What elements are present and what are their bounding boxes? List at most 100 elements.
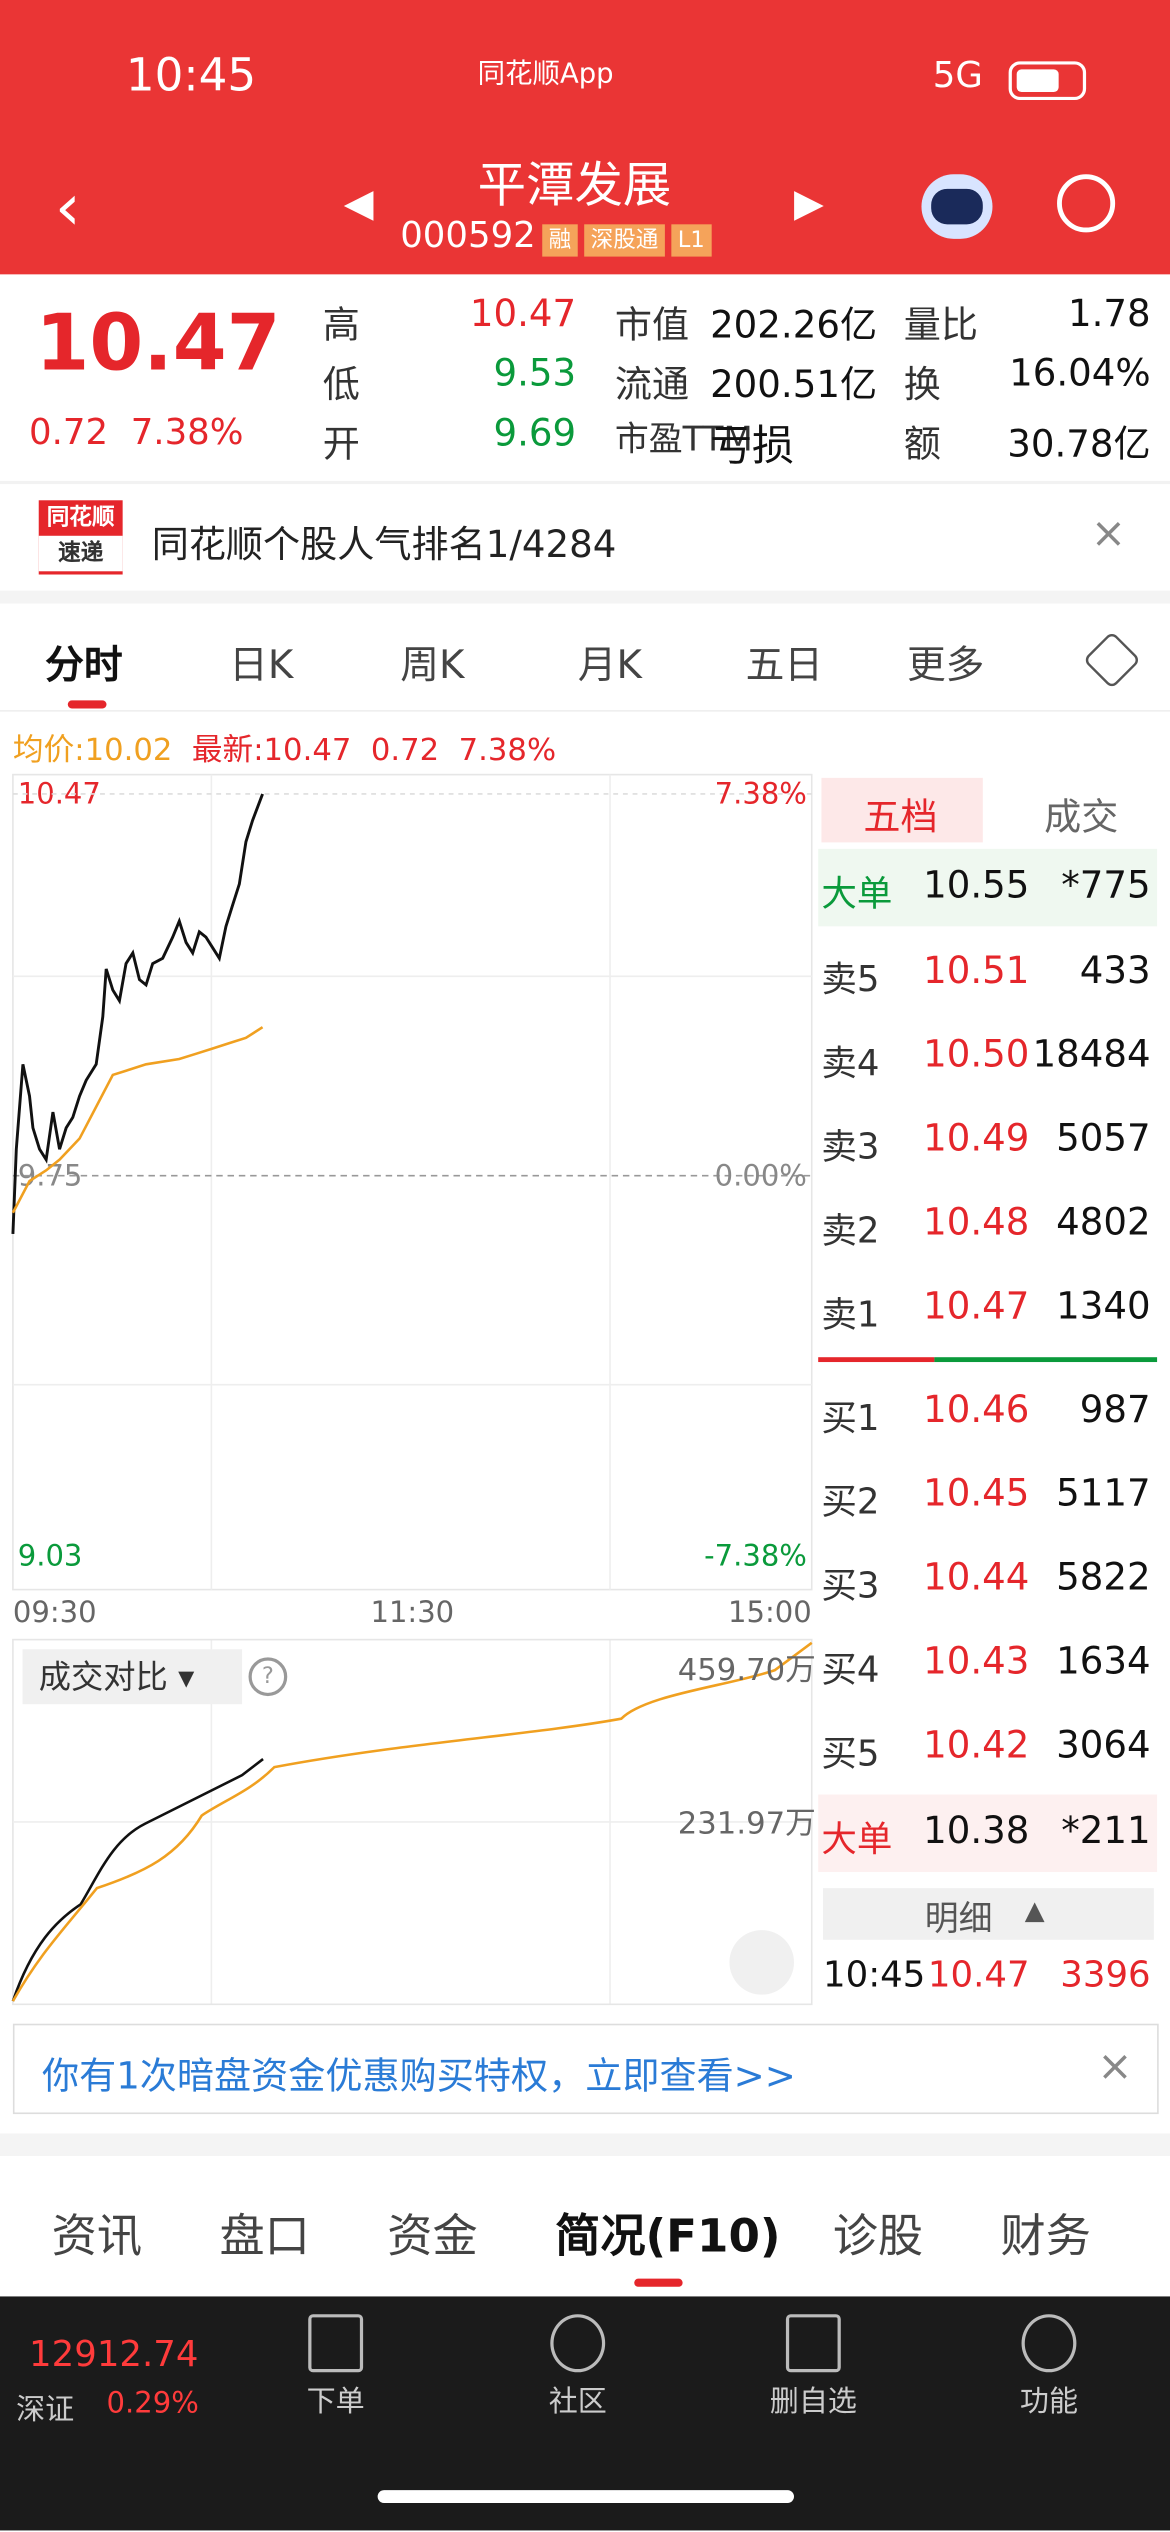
book-tab[interactable]: 成交 <box>1044 797 1119 840</box>
book-label: 卖2 <box>821 1211 880 1253</box>
nav-icon[interactable] <box>1021 2314 1077 2373</box>
book-price: 10.49 <box>923 1118 1030 1161</box>
book-volume: 1340 <box>1056 1286 1151 1329</box>
tag: L1 <box>671 224 712 257</box>
bottom-tab[interactable]: 财务 <box>1000 2209 1091 2263</box>
divider <box>0 2133 1170 2157</box>
nav-icon[interactable] <box>550 2314 606 2373</box>
bottom-tab[interactable]: 简况(F10) <box>555 2209 781 2263</box>
y-tick-label: 10.47 <box>18 777 101 811</box>
volume-label: 成交对比 <box>38 1657 168 1697</box>
nav-label[interactable]: 社区 <box>548 2385 607 2420</box>
tab[interactable]: 周K <box>400 642 465 688</box>
volume-line <box>11 1641 813 2002</box>
divider <box>0 480 1170 485</box>
stat-label: 开 <box>322 424 360 467</box>
stock-name: 平潭发展 <box>477 158 672 215</box>
nav-label[interactable]: 下单 <box>306 2385 365 2420</box>
index-pct: 0.29% <box>106 2386 199 2421</box>
close[interactable]: × <box>1090 509 1127 559</box>
tab[interactable]: 五日 <box>745 642 824 688</box>
x-tick-label: 11:30 <box>370 1595 454 1629</box>
nav-icon[interactable] <box>308 2314 364 2373</box>
banner-logo: 同花顺 速递 <box>38 500 123 575</box>
bottom-tab[interactable]: 资金 <box>387 2209 478 2263</box>
battery <box>1008 61 1087 101</box>
volume-selector[interactable]: 成交对比 ▾ <box>22 1649 243 1705</box>
avg-label: 均价: <box>12 732 85 769</box>
promo-box[interactable] <box>12 2023 1159 2115</box>
latest: 10.47 <box>263 732 352 769</box>
change: 0.72 7.38% <box>29 413 243 453</box>
book-volume: 987 <box>1079 1389 1151 1432</box>
book-label: 卖5 <box>821 960 880 1001</box>
book-row-bg <box>818 1794 1158 1873</box>
stat-label: 额 <box>903 424 941 467</box>
promo[interactable]: 你有1次暗盘资金优惠购买特权，立即查看>> <box>41 2055 796 2098</box>
tab[interactable]: 月K <box>577 642 642 688</box>
banner-text[interactable]: 同花顺个股人气排名1/4284 <box>151 524 617 567</box>
stock-code: 000592 融深股通 L1 <box>400 216 712 257</box>
stat-label: 市盈TTM <box>614 419 753 459</box>
book-volume: 4802 <box>1056 1202 1151 1245</box>
stat-value: 200.51亿 <box>710 364 878 407</box>
volume-high: 459.70万 <box>677 1652 816 1689</box>
y2-tick-label: 7.38% <box>715 777 807 811</box>
stat-label: 市值 <box>614 305 690 347</box>
book-volume: 3064 <box>1056 1725 1151 1768</box>
network: 5G <box>932 56 983 97</box>
logo-line: 同花顺 <box>46 505 115 531</box>
bottom-tab[interactable]: 盘口 <box>219 2209 310 2263</box>
app-label: 同花顺App <box>477 58 614 91</box>
next[interactable]: ▶ <box>793 180 824 226</box>
y-tick-label: 9.03 <box>18 1538 83 1572</box>
book-volume: 433 <box>1079 950 1151 993</box>
volume-line <box>11 1758 264 2002</box>
tab[interactable]: 分时 <box>45 642 123 688</box>
stat-label: 流通 <box>614 364 690 407</box>
bottom-tab[interactable]: 资讯 <box>51 2209 143 2263</box>
stat-label: 高 <box>322 305 360 347</box>
book-price: 10.38 <box>923 1810 1030 1853</box>
x-tick-label: 15:00 <box>728 1595 812 1629</box>
book-label: 买1 <box>821 1399 880 1440</box>
book-label: 买5 <box>821 1734 880 1776</box>
detail[interactable]: 明细 <box>924 1899 993 1939</box>
expand[interactable] <box>729 1930 794 1995</box>
index-market: 深证 <box>16 2393 75 2428</box>
tab[interactable]: 更多 <box>906 642 985 688</box>
search[interactable] <box>1057 174 1116 233</box>
robot-icon[interactable] <box>921 174 993 239</box>
y2-tick-label: 0.00% <box>715 1158 807 1192</box>
nav-icon[interactable] <box>785 2314 841 2373</box>
book-price: 10.45 <box>923 1473 1030 1516</box>
stat-value: 202.26亿 <box>710 305 878 347</box>
latest-label: 最新: <box>191 732 264 769</box>
nav-label[interactable]: 删自选 <box>769 2385 857 2420</box>
book-label: 买2 <box>821 1483 880 1524</box>
book-row-bg <box>818 848 1158 927</box>
tab[interactable]: 日K <box>229 642 294 688</box>
nav-label[interactable]: 功能 <box>1019 2385 1079 2420</box>
book-label: 买3 <box>821 1566 880 1608</box>
trade: 10.47 <box>927 1955 1030 1997</box>
stat-value: 30.78亿 <box>1007 424 1151 467</box>
book-label: 卖3 <box>821 1128 880 1169</box>
help[interactable]: ? <box>248 1657 288 1697</box>
book-tab[interactable]: 五档 <box>863 797 938 840</box>
prev[interactable]: ◀ <box>343 180 374 226</box>
x-tick-label: 09:30 <box>13 1595 97 1629</box>
close[interactable]: × <box>1097 2043 1133 2092</box>
legend: 均价:10.02 最新:10.47 0.72 7.38% <box>13 726 556 770</box>
detail-arrow: ▲ <box>1024 1894 1045 1926</box>
change-value: 0.72 <box>29 413 109 454</box>
back[interactable]: ‹ <box>54 171 81 246</box>
stat-value: 9.69 <box>493 413 577 456</box>
book-volume: 5057 <box>1056 1118 1151 1161</box>
bottom-tab[interactable]: 诊股 <box>832 2209 924 2263</box>
series-line <box>11 1026 264 1214</box>
book-volume: *211 <box>1061 1810 1151 1853</box>
detail-bg <box>823 1888 1154 1940</box>
